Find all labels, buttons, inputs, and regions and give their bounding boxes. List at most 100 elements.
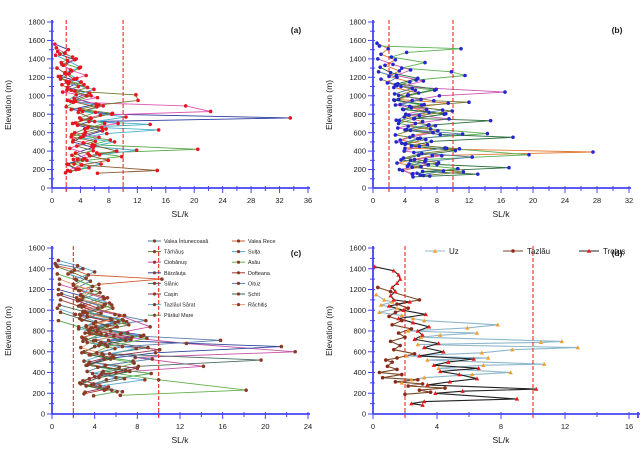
- marker-Valea Întunecoasă: [144, 318, 148, 323]
- axes: [372, 246, 640, 418]
- marker-Tazlău: [416, 377, 420, 382]
- marker-Răchitiș: [79, 345, 83, 350]
- x-tick-label: 12: [133, 196, 141, 205]
- tick-labels: 0 4 8 12 16 20 24 28 32 0 200 400 600 800 1000 1200 1400…: [349, 18, 633, 205]
- legend-marker: [152, 292, 157, 296]
- marker-Oituz: [91, 382, 96, 386]
- marker-Oituz: [138, 334, 143, 338]
- marker-s5: [410, 86, 414, 91]
- marker-s3: [394, 140, 398, 144]
- chart-d: 0 4 8 12 16 0 200 400 600 800 1000 1200 1400 1600 SL/k…: [324, 244, 640, 445]
- marker-s6: [467, 100, 471, 105]
- marker-s1: [387, 74, 391, 79]
- marker-Tazlău: [406, 384, 410, 388]
- y-axis-title: Elevation (m): [324, 80, 334, 130]
- legend-label: Dofteana: [248, 271, 270, 277]
- marker-Ciobănuș: [148, 325, 152, 329]
- marker-s3: [404, 112, 408, 117]
- panel-label: (d): [612, 248, 623, 258]
- marker-Răchitiș: [109, 317, 114, 322]
- x-tick-label: 36: [304, 196, 312, 205]
- marker-s5: [416, 136, 420, 141]
- marker-s6: [69, 135, 73, 139]
- marker-Tazlău: [395, 367, 399, 372]
- legend-marker: [152, 271, 157, 275]
- marker-Bârzăuța: [279, 344, 284, 349]
- marker-Tazlău: [403, 335, 407, 340]
- tick-labels: 0 4 8 12 16 20 24 0 200 400 600 800 1000 1200 1400 1600: [28, 244, 312, 431]
- marker-s6: [134, 93, 138, 97]
- marker-s1: [53, 42, 57, 46]
- y-tick-label: 200: [353, 165, 366, 174]
- marker-Cașin: [96, 306, 100, 310]
- x-tick-label: 0: [50, 196, 54, 205]
- marker-s2: [459, 46, 463, 51]
- y-tick-label: 0: [41, 410, 45, 419]
- legend-item-Șchit: Șchit: [232, 292, 260, 298]
- marker-s4: [148, 122, 152, 127]
- marker-s5: [385, 81, 390, 85]
- marker-Pârâul Mare: [113, 346, 117, 351]
- marker-Dofteana: [58, 298, 63, 302]
- x-tick-label: 0: [371, 422, 375, 431]
- marker-s6: [99, 125, 104, 130]
- marker-s3: [431, 130, 435, 135]
- marker-Slănic: [259, 358, 263, 362]
- marker-Pârâul Mare: [96, 365, 100, 370]
- marker-Șchit: [92, 344, 97, 349]
- marker-Uz: [390, 299, 395, 304]
- marker-Uz: [508, 370, 513, 375]
- y-tick-label: 1600: [28, 36, 45, 45]
- marker-Asău: [156, 377, 161, 382]
- marker-s5: [55, 66, 59, 70]
- series-line-s1: [376, 42, 594, 175]
- marker-s3: [95, 151, 99, 155]
- marker-s2: [389, 55, 394, 59]
- marker-s4: [507, 165, 511, 170]
- marker-Tazlăul Sărat: [55, 306, 60, 310]
- marker-s1: [288, 116, 293, 120]
- marker-Șchit: [83, 331, 87, 335]
- marker-Sulța: [99, 340, 103, 345]
- marker-Dofteana: [123, 368, 128, 373]
- marker-s5: [87, 153, 92, 158]
- marker-Tărhăuș: [127, 322, 131, 327]
- marker-Asău: [124, 319, 129, 324]
- marker-Uz: [465, 325, 470, 330]
- ticks: [47, 247, 309, 419]
- marker-Uz: [406, 328, 411, 333]
- marker-s5: [85, 93, 89, 98]
- marker-Valea Rece: [54, 263, 59, 268]
- panel-c: 0 4 8 12 16 20 24 0 200 400 600 800 1000 1200 1400 1600…: [0, 232, 321, 456]
- marker-Tazlău: [395, 356, 399, 360]
- x-tick-label: 20: [529, 196, 537, 205]
- marker-s1: [72, 96, 76, 101]
- y-tick-label: 400: [32, 147, 45, 156]
- marker-s2: [68, 68, 73, 72]
- marker-s6: [461, 170, 466, 174]
- x-tick-label: 12: [176, 422, 184, 431]
- y-tick-label: 1000: [28, 306, 45, 315]
- marker-Valea Întunecoasă: [66, 272, 70, 276]
- marker-Trotuș: [396, 272, 401, 277]
- marker-s1: [425, 142, 430, 147]
- series-markers: [375, 41, 595, 179]
- marker-s3: [70, 55, 75, 59]
- marker-s6: [75, 167, 80, 171]
- marker-s5: [104, 127, 108, 131]
- marker-Ciobănuș: [117, 313, 121, 318]
- marker-Uz: [575, 345, 580, 350]
- marker-Valea Rece: [82, 304, 86, 308]
- marker-s6: [417, 113, 422, 118]
- marker-Sulța: [75, 263, 80, 268]
- marker-s1: [379, 52, 383, 57]
- marker-Trotuș: [410, 320, 416, 325]
- marker-Uz: [542, 361, 547, 366]
- marker-Asău: [74, 278, 79, 282]
- marker-Tazlău: [377, 370, 382, 375]
- marker-Valea Rece: [122, 313, 127, 318]
- marker-Uz: [479, 350, 484, 355]
- x-tick-label: 8: [435, 196, 439, 205]
- marker-Răchitiș: [89, 288, 94, 293]
- marker-s5: [470, 155, 474, 159]
